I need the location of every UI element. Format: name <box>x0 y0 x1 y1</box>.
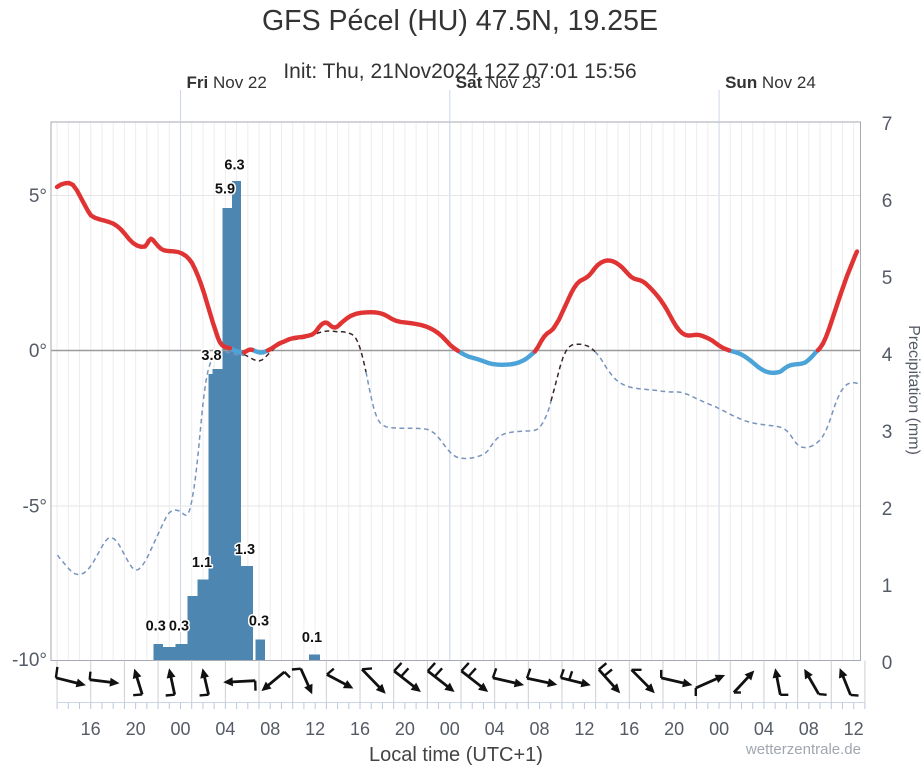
svg-text:GFS Pécel (HU) 47.5N, 19.25E: GFS Pécel (HU) 47.5N, 19.25E <box>262 5 658 37</box>
svg-text:12: 12 <box>574 719 594 739</box>
svg-text:16: 16 <box>81 719 101 739</box>
svg-text:1: 1 <box>882 576 893 597</box>
svg-text:0: 0 <box>882 653 893 674</box>
svg-text:-5°: -5° <box>23 497 48 518</box>
svg-text:3.8: 3.8 <box>201 348 221 364</box>
svg-text:04: 04 <box>215 719 235 739</box>
svg-text:5°: 5° <box>29 186 47 207</box>
svg-text:12: 12 <box>305 719 325 739</box>
svg-text:0.3: 0.3 <box>249 614 269 630</box>
svg-text:Fri Nov 22: Fri Nov 22 <box>187 73 267 92</box>
svg-text:wetterzentrale.de: wetterzentrale.de <box>745 741 861 758</box>
svg-text:-10°: -10° <box>12 650 47 671</box>
svg-text:0°: 0° <box>29 341 47 362</box>
svg-text:1.3: 1.3 <box>235 542 255 558</box>
svg-text:00: 00 <box>170 719 190 739</box>
svg-text:4: 4 <box>882 345 893 366</box>
svg-text:20: 20 <box>664 719 684 739</box>
svg-text:12: 12 <box>844 719 864 739</box>
svg-text:0.3: 0.3 <box>146 619 166 635</box>
svg-text:08: 08 <box>529 719 549 739</box>
svg-text:3: 3 <box>882 422 893 443</box>
svg-text:6.3: 6.3 <box>224 157 244 173</box>
svg-text:16: 16 <box>619 719 639 739</box>
svg-text:0.1: 0.1 <box>302 630 322 646</box>
svg-text:Precipitation (mm): Precipitation (mm) <box>905 325 921 455</box>
svg-text:5.9: 5.9 <box>215 182 235 198</box>
svg-text:Sun Nov 24: Sun Nov 24 <box>725 73 816 92</box>
svg-text:6: 6 <box>882 191 893 212</box>
svg-text:1.1: 1.1 <box>192 555 212 571</box>
svg-text:20: 20 <box>126 719 146 739</box>
svg-text:00: 00 <box>709 719 729 739</box>
svg-text:2: 2 <box>882 499 893 520</box>
svg-text:04: 04 <box>485 719 505 739</box>
svg-text:Init: Thu, 21Nov2024 12Z 07:01: Init: Thu, 21Nov2024 12Z 07:01 15:56 <box>283 60 636 83</box>
svg-text:0.3: 0.3 <box>169 619 189 635</box>
svg-text:08: 08 <box>799 719 819 739</box>
svg-text:20: 20 <box>395 719 415 739</box>
svg-text:16: 16 <box>350 719 370 739</box>
svg-text:04: 04 <box>754 719 774 739</box>
svg-text:Sat Nov 23: Sat Nov 23 <box>456 73 541 92</box>
svg-text:08: 08 <box>260 719 280 739</box>
svg-text:00: 00 <box>440 719 460 739</box>
svg-text:Local time (UTC+1): Local time (UTC+1) <box>369 744 543 766</box>
svg-text:7: 7 <box>882 114 893 135</box>
svg-text:5: 5 <box>882 268 893 289</box>
